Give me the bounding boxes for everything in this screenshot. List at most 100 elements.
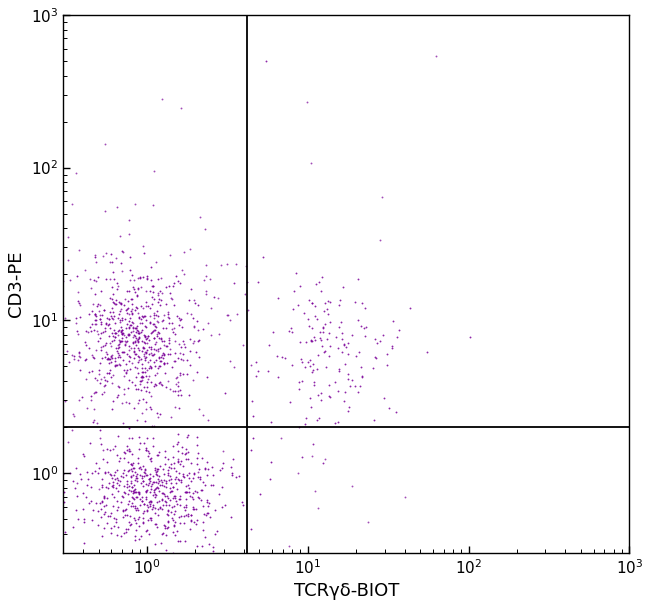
Point <box>169 521 179 531</box>
Point <box>168 300 179 310</box>
Point <box>188 517 199 526</box>
Point <box>334 300 345 310</box>
Point <box>164 475 174 484</box>
Point <box>188 322 199 331</box>
Point <box>153 297 163 307</box>
Point <box>149 348 159 358</box>
Point <box>124 465 135 475</box>
Point <box>72 478 82 487</box>
Point <box>140 363 150 373</box>
Point <box>133 352 144 362</box>
Point <box>142 557 152 566</box>
Point <box>122 308 133 318</box>
Point <box>150 489 160 499</box>
Point <box>140 297 151 307</box>
Point <box>150 380 161 390</box>
Point <box>400 492 411 502</box>
Point <box>114 382 124 392</box>
Point <box>344 402 354 412</box>
Point <box>138 517 148 526</box>
Point <box>116 322 126 331</box>
Point <box>140 466 150 475</box>
Point <box>189 296 200 305</box>
Point <box>136 371 147 381</box>
Point <box>306 402 316 412</box>
Point <box>150 339 160 349</box>
Point <box>130 535 140 544</box>
Point <box>268 327 279 336</box>
Point <box>165 385 176 395</box>
Point <box>131 518 141 527</box>
Point <box>376 192 387 202</box>
Point <box>153 274 163 283</box>
Point <box>145 361 155 371</box>
Point <box>109 492 119 501</box>
Point <box>175 459 185 469</box>
Point <box>1 268 12 278</box>
Point <box>150 540 160 549</box>
Point <box>129 463 139 473</box>
Point <box>175 368 185 378</box>
Point <box>193 336 203 345</box>
Point <box>191 347 202 356</box>
Point <box>108 267 118 277</box>
Point <box>119 481 129 490</box>
Point <box>150 370 161 380</box>
Point <box>74 347 85 357</box>
Point <box>168 282 178 291</box>
Point <box>106 353 116 362</box>
Point <box>431 51 441 61</box>
Point <box>97 496 107 506</box>
Point <box>124 330 134 340</box>
Point <box>387 316 398 326</box>
Point <box>112 330 123 340</box>
Point <box>159 500 169 509</box>
Point <box>107 328 118 338</box>
Point <box>186 510 196 520</box>
Point <box>152 307 162 316</box>
Point <box>174 494 185 504</box>
Point <box>99 491 109 501</box>
Point <box>251 357 261 367</box>
Point <box>92 468 103 478</box>
Point <box>254 489 265 499</box>
Point <box>154 294 164 304</box>
Point <box>177 442 187 452</box>
Point <box>147 327 157 337</box>
Point <box>117 325 127 334</box>
Point <box>105 354 116 364</box>
Point <box>140 331 150 341</box>
Point <box>136 375 147 385</box>
Point <box>159 358 169 368</box>
Point <box>138 343 148 353</box>
Point <box>152 497 162 507</box>
Point <box>172 526 182 535</box>
Point <box>99 493 110 503</box>
Point <box>188 494 198 504</box>
Point <box>375 336 385 346</box>
Point <box>92 506 103 515</box>
Point <box>130 337 140 347</box>
Point <box>124 322 134 331</box>
Point <box>142 525 152 535</box>
Point <box>53 391 63 401</box>
Point <box>134 432 144 442</box>
Point <box>146 453 157 463</box>
Point <box>88 418 98 427</box>
Point <box>113 313 124 323</box>
Point <box>181 500 191 510</box>
Point <box>119 348 129 358</box>
Point <box>37 117 47 127</box>
Point <box>127 467 137 476</box>
Point <box>87 515 98 524</box>
Point <box>172 439 182 449</box>
Point <box>302 97 313 107</box>
Point <box>51 464 61 474</box>
Point <box>98 341 108 350</box>
Point <box>293 300 304 310</box>
Point <box>125 253 135 262</box>
Point <box>137 325 148 334</box>
Point <box>109 514 120 523</box>
Point <box>286 323 296 333</box>
Point <box>127 463 138 472</box>
